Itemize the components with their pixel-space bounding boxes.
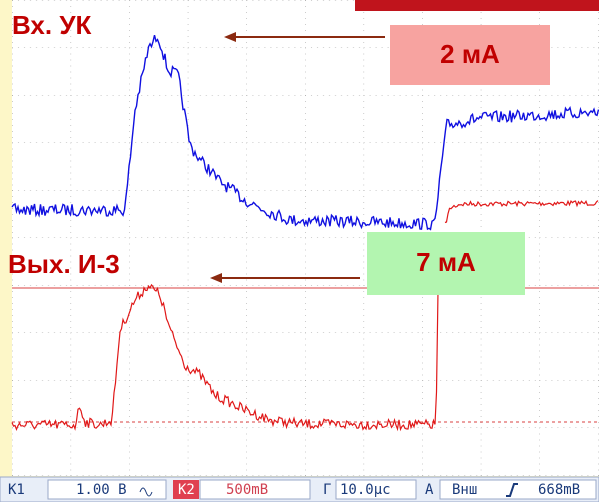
input-label: Вх. УК: [12, 10, 92, 40]
top-bar: [355, 0, 599, 11]
current-label-2: 7 мА: [416, 247, 476, 277]
ch1-label: K1: [8, 482, 25, 498]
trigger-label: A: [425, 482, 434, 498]
time-scale: 10.0μс: [340, 482, 391, 498]
oscilloscope-screen: 2 мА 7 мА Вх. УК Вых. И-3 K1 1.00 В K2 5…: [0, 0, 599, 502]
trigger-source: Внш: [452, 482, 477, 498]
current-label-1: 2 мА: [440, 39, 500, 69]
time-label: Г: [323, 482, 331, 498]
ch2-label: K2: [178, 482, 195, 498]
ch2-scale: 500mB: [226, 482, 268, 498]
output-label: Вых. И-3: [8, 249, 120, 279]
trigger-level: 668mB: [538, 482, 580, 498]
ch1-scale: 1.00 В: [76, 482, 127, 498]
